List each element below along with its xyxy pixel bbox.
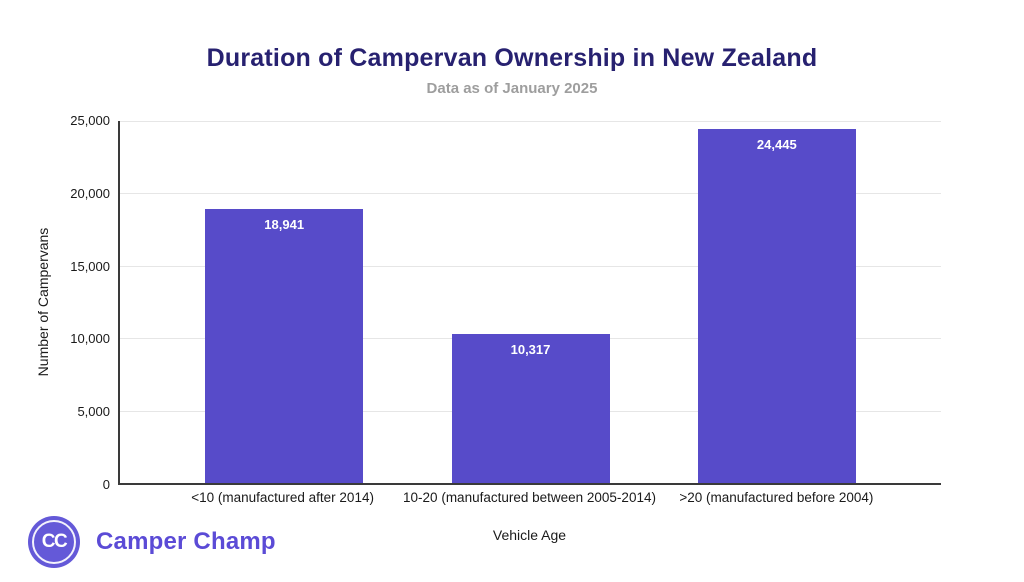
y-tick-label: 0: [102, 477, 110, 492]
x-category-label: 10-20 (manufactured between 2005-2014): [403, 490, 656, 505]
gridline: [120, 193, 941, 195]
chart-subtitle: Data as of January 2025: [426, 80, 598, 97]
bar: 18,941: [205, 208, 364, 483]
brand-logo-initials: CC: [41, 531, 68, 552]
plot-area: 18,941 10,317 24,445: [118, 121, 941, 485]
y-tick-label: 15,000: [70, 258, 110, 274]
bar-value-label: 10,317: [510, 341, 551, 357]
y-tick-label: 25,000: [70, 113, 110, 128]
bar-value-label: 18,941: [264, 216, 305, 232]
x-category-label: >20 (manufactured before 2004): [679, 490, 874, 505]
bar: 10,317: [451, 333, 610, 483]
brand-logo-ring: CC: [32, 520, 76, 564]
chart-title: Duration of Campervan Ownership in New Z…: [206, 44, 818, 72]
x-axis-title: Vehicle Age: [492, 527, 567, 543]
brand-name: Camper Champ: [96, 528, 276, 555]
bar-value-label: 24,445: [756, 137, 797, 153]
gridline: [120, 265, 941, 267]
x-axis-labels: <10 (manufactured after 2014) 10-20 (manu…: [118, 490, 941, 508]
brand-logo: CC Camper Champ: [28, 516, 276, 568]
brand-logo-icon: CC: [28, 516, 80, 568]
y-tick-label: 10,000: [70, 331, 110, 347]
x-category-label: <10 (manufactured after 2014): [191, 490, 374, 505]
gridline: [120, 121, 941, 122]
bar: 24,445: [697, 129, 856, 483]
y-tick-label: 20,000: [70, 185, 110, 201]
y-tick-label: 5,000: [77, 404, 110, 420]
y-axis-ticks: 0 5,000 10,000 15,000 20,000 25,000: [0, 113, 110, 492]
